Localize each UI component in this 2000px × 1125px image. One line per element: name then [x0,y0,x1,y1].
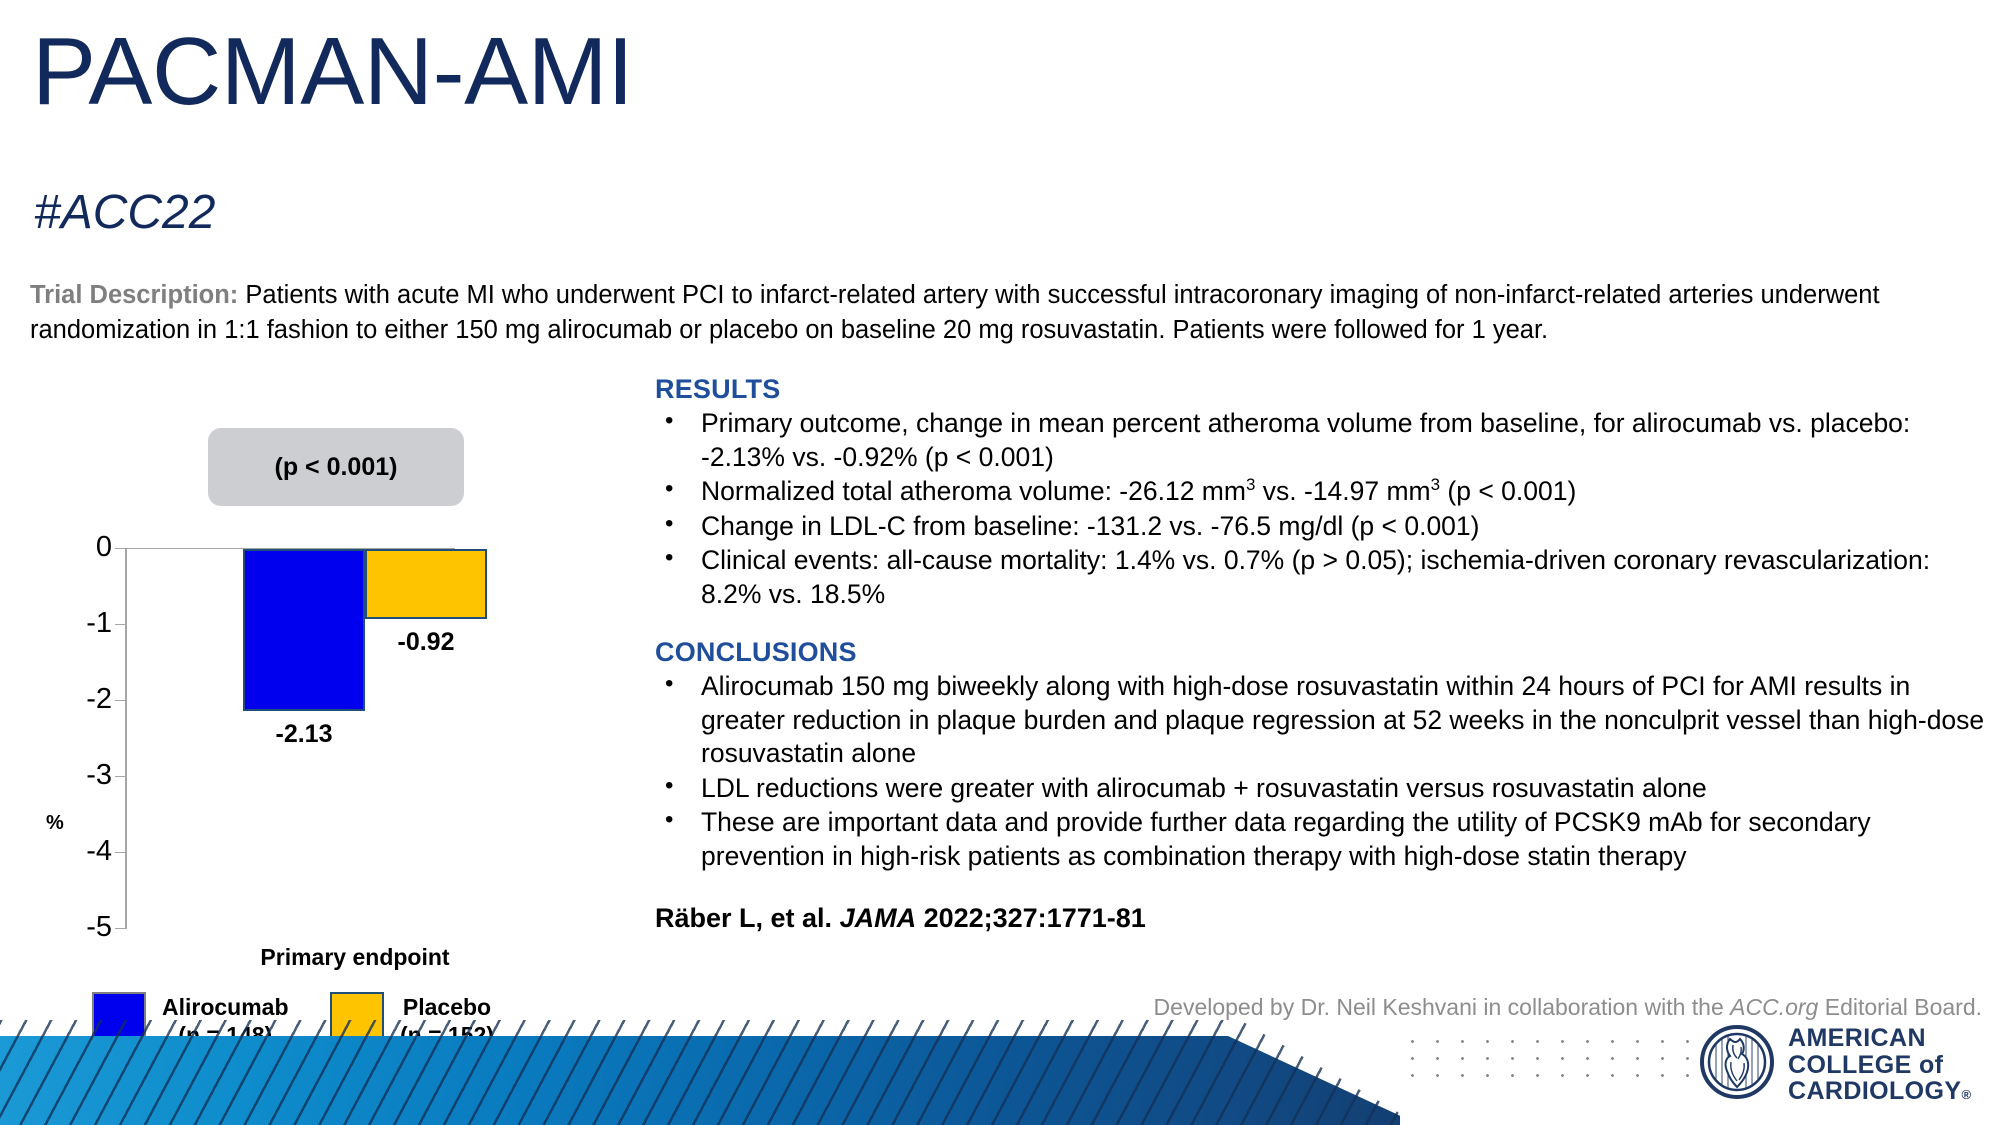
acc-heart-emblem-icon [1700,1025,1774,1104]
summary-content: RESULTS Primary outcome, change in mean … [655,374,1985,934]
y-axis-tick-label: -3 [86,759,112,791]
list-item: These are important data and provide fur… [655,805,1985,873]
y-axis-tick-label-wrap: -5 [40,913,112,942]
y-axis-title: % [46,812,64,834]
y-axis-tick-label-wrap: -2 [40,685,112,714]
acc-logo: AMERICAN COLLEGE of CARDIOLOGY® [1700,1025,1971,1105]
conclusions-heading: CONCLUSIONS [655,637,857,668]
p-value-annotation: (p < 0.001) [208,428,464,506]
list-item: Clinical events: all-cause mortality: 1.… [655,543,1985,611]
y-axis-tick-label: 0 [95,531,112,563]
banner-dot-pattern [1400,1033,1700,1085]
citation-locator: 2022;327:1771-81 [916,903,1146,934]
y-axis-tick [115,548,127,549]
x-axis-title: Primary endpoint [260,944,450,970]
bar-alirocumab [243,549,365,711]
bar-value-label-alirocumab: -2.13 [275,720,333,748]
y-axis-tick-label: -5 [86,911,112,943]
acc-logo-line-2: COLLEGE of [1788,1050,1944,1079]
footer-credit-accorg: ACC.org [1730,994,1819,1020]
y-axis-tick-label: -1 [86,607,112,639]
trial-description-label: Trial Description: [30,281,239,309]
list-item: Change in LDL-C from baseline: -131.2 vs… [655,509,1985,544]
footer-banner [0,1020,2000,1125]
results-bullet-list: Primary outcome, change in mean percent … [655,406,1985,611]
y-axis-tick-label-wrap: -4 [40,837,112,866]
trial-description-text: Patients with acute MI who underwent PCI… [30,281,1880,345]
bar-placebo [365,549,487,619]
list-item-text-a: Normalized total atheroma volume: -26.12… [701,476,1246,507]
citation-journal: JAMA [839,903,917,934]
y-axis-tick [115,624,127,625]
registered-trademark-icon: ® [1961,1087,1972,1102]
footer-credit-before: Developed by Dr. Neil Keshvani in collab… [1153,994,1731,1020]
y-axis-tick [115,928,127,929]
y-axis-tick-label-wrap: -3 [40,761,112,790]
y-axis-tick [115,852,127,853]
list-item-text-c: (p < 0.001) [1440,476,1577,507]
acc-logo-text: AMERICAN COLLEGE of CARDIOLOGY® [1788,1025,1971,1105]
y-axis-tick-label: -4 [86,835,112,867]
conclusions-bullet-list: Alirocumab 150 mg biweekly along with hi… [655,669,1985,873]
list-item-text-b: vs. -14.97 mm [1255,476,1431,507]
acc-logo-line-3: CARDIOLOGY [1788,1077,1962,1105]
list-item: Normalized total atheroma volume: -26.12… [655,474,1985,509]
y-axis-tick-label-wrap: -1 [40,609,112,638]
footer-credit-after: Editorial Board. [1818,994,1982,1020]
bar-value-label-placebo: -0.92 [397,628,455,656]
list-item: Primary outcome, change in mean percent … [655,406,1985,474]
y-axis-tick-label-wrap: 0 [40,533,112,562]
acc-logo-line-3-wrap: CARDIOLOGY® [1788,1078,1971,1105]
y-axis-line [125,548,127,929]
y-axis-tick [115,776,127,777]
legend-label-alirocumab-name: Alirocumab [162,994,289,1020]
conclusions-section: CONCLUSIONS Alirocumab 150 mg biweekly a… [655,637,1985,873]
citation: Räber L, et al. JAMA 2022;327:1771-81 [655,903,1985,934]
chart-plot-area: 0 -1 -2 -3 -4 -5 % [40,412,620,972]
y-axis-tick-label: -2 [86,683,112,715]
zero-baseline [125,548,455,549]
y-axis-tick [115,700,127,701]
superscript-3: 3 [1430,475,1441,495]
banner-diagonal-stripes [0,1020,1400,1125]
citation-authors: Räber L, et al. [655,903,840,934]
footer-credit: Developed by Dr. Neil Keshvani in collab… [1154,994,1982,1021]
legend-label-placebo-name: Placebo [402,994,492,1020]
page-title: PACMAN-AMI [32,18,634,125]
trial-description: Trial Description: Patients with acute M… [30,278,1890,348]
superscript-3: 3 [1245,475,1256,495]
results-section: RESULTS Primary outcome, change in mean … [655,374,1985,611]
list-item: Alirocumab 150 mg biweekly along with hi… [655,669,1985,771]
conference-hashtag: #ACC22 [34,186,216,239]
list-item: LDL reductions were greater with alirocu… [655,771,1985,806]
primary-endpoint-bar-chart: (p < 0.001) 0 -1 -2 -3 -4 [40,412,620,1048]
acc-logo-line-1: AMERICAN [1788,1024,1926,1052]
results-heading: RESULTS [655,374,781,404]
